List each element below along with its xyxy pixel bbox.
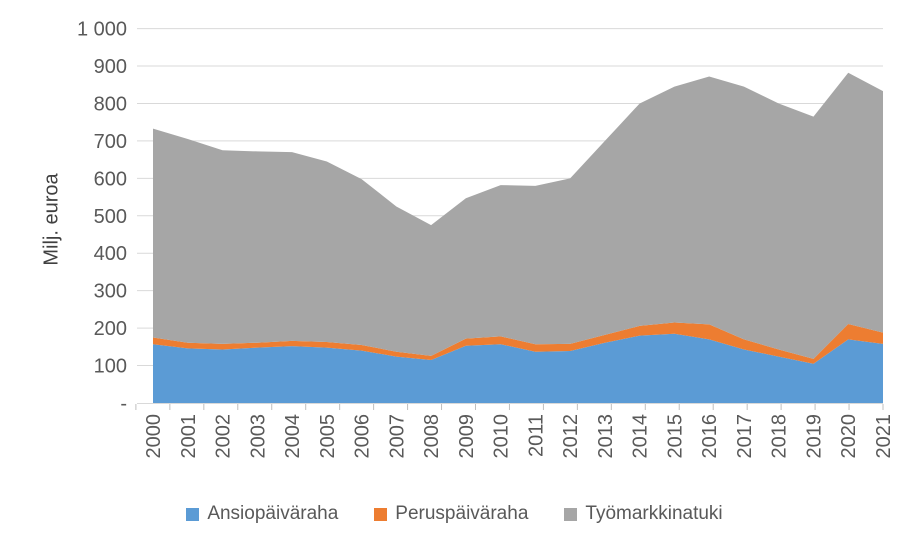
legend-item-ansiopaivaraha: Ansiopäiväraha bbox=[186, 503, 338, 525]
x-tick-label: 2014 bbox=[630, 414, 652, 459]
x-tick-label: 2010 bbox=[491, 414, 513, 459]
x-tick-label: 2002 bbox=[213, 414, 235, 459]
x-tick-label: 2008 bbox=[421, 414, 443, 459]
x-tick-label: 2020 bbox=[838, 414, 860, 459]
y-axis-title: Milj. euroa bbox=[40, 173, 63, 266]
x-tick-label: 2006 bbox=[352, 414, 374, 459]
y-tick-label: 800 bbox=[94, 93, 127, 115]
x-tick-label: 2005 bbox=[317, 414, 339, 459]
legend-swatch-blue-icon bbox=[186, 507, 200, 521]
x-tick-label: 2000 bbox=[143, 414, 165, 459]
y-tick-label: 600 bbox=[94, 168, 127, 190]
legend-item-peruspaivaraha: Peruspäiväraha bbox=[374, 503, 528, 525]
legend-swatch-gray-icon bbox=[564, 507, 578, 521]
x-tick-label: 2017 bbox=[734, 414, 756, 459]
legend: Ansiopäiväraha Peruspäiväraha Työmarkkin… bbox=[0, 503, 909, 525]
y-tick-label: - bbox=[120, 393, 127, 415]
legend-swatch-orange-icon bbox=[374, 507, 388, 521]
legend-label: Työmarkkinatuki bbox=[585, 503, 723, 524]
y-tick-label: 300 bbox=[94, 281, 127, 303]
x-tick-label: 2019 bbox=[803, 414, 825, 459]
x-tick-label: 2015 bbox=[664, 414, 686, 459]
legend-label: Ansiopäiväraha bbox=[207, 503, 339, 524]
y-tick-label: 700 bbox=[94, 131, 127, 153]
x-tick-label: 2001 bbox=[178, 414, 200, 459]
legend-label: Peruspäiväraha bbox=[395, 503, 529, 524]
x-tick-label: 2007 bbox=[386, 414, 408, 459]
x-tick-label: 2016 bbox=[699, 414, 721, 459]
x-tick-label: 2004 bbox=[282, 414, 304, 459]
area-työmarkkinatuki bbox=[153, 72, 883, 359]
x-tick-label: 2011 bbox=[525, 414, 547, 457]
y-tick-label: 900 bbox=[94, 56, 127, 78]
y-tick-label: 400 bbox=[94, 243, 127, 265]
x-tick-label: 2013 bbox=[595, 414, 617, 459]
y-tick-label: 200 bbox=[94, 318, 127, 340]
legend-item-tyomarkkinatuki: Työmarkkinatuki bbox=[564, 503, 723, 525]
y-tick-label: 1 000 bbox=[77, 19, 127, 41]
area-peruspäiväraha bbox=[153, 322, 883, 364]
x-tick-label: 2021 bbox=[873, 414, 895, 459]
x-tick-label: 2003 bbox=[247, 414, 269, 459]
y-tick-label: 500 bbox=[94, 206, 127, 228]
x-tick-label: 2018 bbox=[769, 414, 791, 459]
x-tick-label: 2009 bbox=[456, 414, 478, 459]
y-tick-label: 100 bbox=[94, 356, 127, 378]
x-tick-label: 2012 bbox=[560, 414, 582, 459]
area-ansiopäiväraha bbox=[153, 333, 883, 403]
